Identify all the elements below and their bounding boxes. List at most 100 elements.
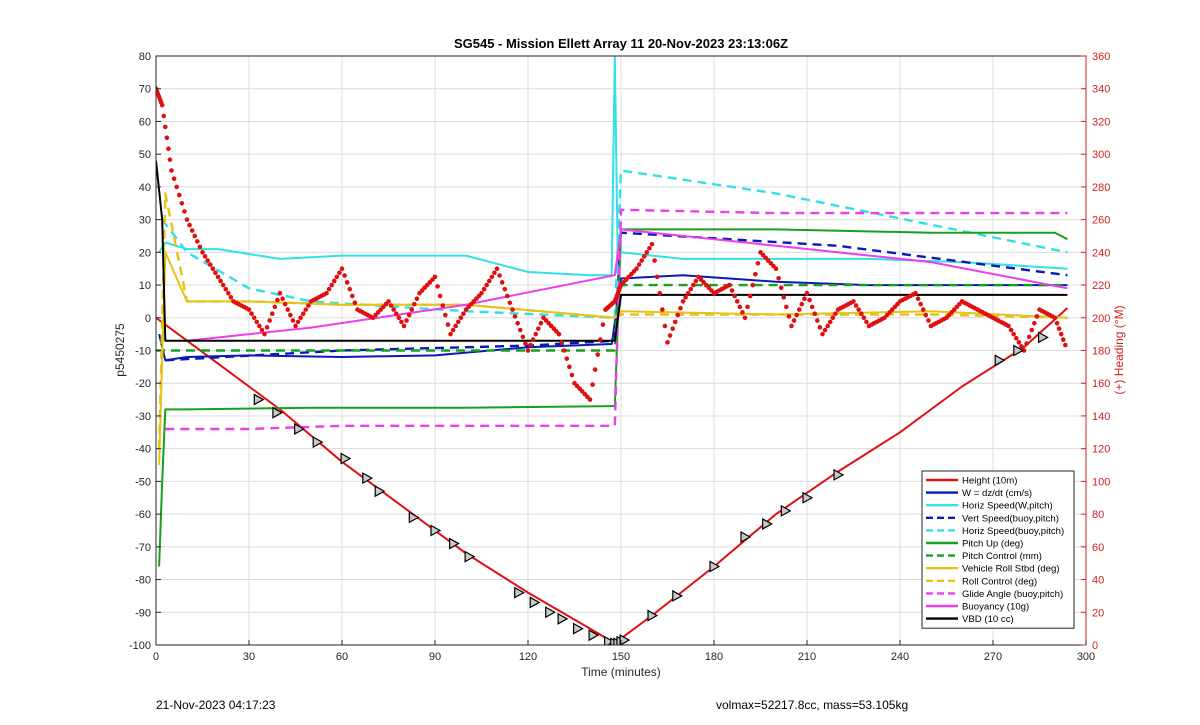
- right-tick-label: 320: [1092, 116, 1110, 128]
- legend-label-buoyancy-10g: Buoyancy (10g): [962, 602, 1029, 613]
- legend-label-vehicle-roll-stbd-deg: Vehicle Roll Stbd (deg): [962, 564, 1060, 575]
- heading-point: [339, 266, 345, 271]
- heading-point: [386, 299, 391, 304]
- heading-point: [822, 327, 828, 333]
- heading-point: [450, 327, 456, 333]
- heading-point: [257, 323, 262, 329]
- heading-point: [799, 301, 805, 307]
- heading-point: [409, 307, 415, 312]
- heading-point: [569, 372, 575, 378]
- heading-point: [517, 327, 523, 333]
- heading-point: [220, 282, 226, 288]
- left-tick-label: -30: [135, 411, 151, 423]
- heading-point: [414, 296, 420, 301]
- heading-point: [1029, 327, 1035, 333]
- series-w-dz-dt-cm-s: [158, 274, 1068, 362]
- legend-label-w-dz-dt-cm-s: W = dz/dt (cm/s): [962, 488, 1032, 499]
- heading-point: [448, 331, 453, 337]
- heading-point: [1032, 320, 1037, 326]
- heading-point: [352, 300, 358, 306]
- bottom-tick-label: 210: [798, 651, 816, 663]
- height-marker: [1013, 344, 1025, 357]
- heading-point: [502, 286, 508, 292]
- heading-point: [693, 278, 699, 284]
- legend-box: [921, 470, 1075, 629]
- heading-point: [600, 322, 606, 327]
- heading-point: [1008, 327, 1014, 333]
- series-roll-control-deg: [157, 192, 1068, 449]
- heading-point: [781, 295, 787, 300]
- heading-point: [688, 286, 694, 292]
- legend-label-pitch-control-mm: Pitch Control (mm): [962, 551, 1042, 562]
- heading-point: [634, 266, 639, 271]
- heading-point: [164, 135, 170, 141]
- series-layer: [156, 56, 1069, 645]
- heading-point: [176, 192, 182, 198]
- legend-label-pitch-up-deg: Pitch Up (deg): [962, 539, 1023, 550]
- right-axis-label: (+) Heading (°M): [1112, 305, 1126, 394]
- heading-point: [499, 280, 505, 285]
- heading-point: [1024, 341, 1029, 346]
- heading-point: [272, 304, 278, 310]
- heading-point: [293, 323, 298, 329]
- heading-point: [1019, 344, 1024, 349]
- heading-point: [329, 282, 334, 288]
- heading-point: [815, 318, 820, 323]
- heading-point: [1026, 334, 1032, 340]
- heading-point: [197, 244, 203, 250]
- heading-point: [412, 301, 417, 307]
- height-marker: [464, 550, 476, 563]
- heading-point: [174, 184, 179, 190]
- heading-point: [598, 337, 603, 342]
- right-tick-label: 160: [1092, 378, 1110, 390]
- heading-point: [213, 270, 218, 276]
- heading-point: [536, 326, 541, 331]
- bottom-tick-label: 0: [153, 651, 159, 663]
- heading-point: [1034, 314, 1040, 319]
- heading-point: [510, 307, 515, 312]
- heading-point: [523, 341, 528, 346]
- heading-point: [791, 318, 797, 323]
- heading-point: [342, 273, 347, 278]
- height-marker: [253, 393, 265, 406]
- right-tick-label: 240: [1092, 247, 1110, 259]
- heading-point: [734, 299, 740, 304]
- heading-point: [670, 326, 675, 331]
- heading-point: [641, 254, 647, 259]
- right-tick-label: 220: [1092, 280, 1110, 292]
- right-tick-label: 0: [1092, 640, 1098, 652]
- heading-point: [210, 266, 216, 271]
- heading-point: [192, 233, 198, 239]
- height-marker: [312, 436, 324, 449]
- bottom-tick-label: 300: [1077, 651, 1095, 663]
- heading-point: [660, 307, 665, 312]
- series-pitch-up-deg: [158, 228, 1068, 567]
- height-marker: [573, 622, 584, 635]
- heading-point: [262, 331, 267, 337]
- heading-point: [326, 286, 332, 292]
- right-axis: 0 20 40 60 80 100 120 140 160 180 200 220 240 260 280 3…: [1081, 51, 1110, 652]
- right-tick-label: 200: [1092, 313, 1110, 325]
- bottom-tick-label: 240: [891, 651, 909, 663]
- heading-point: [306, 303, 311, 308]
- heading-point: [337, 270, 342, 276]
- heading-point: [654, 274, 660, 280]
- left-tick-label: 60: [139, 116, 151, 128]
- height-marker: [557, 612, 569, 625]
- heading-point: [861, 315, 867, 321]
- heading-point: [678, 305, 683, 311]
- heading-point: [1052, 315, 1058, 321]
- heading-point: [484, 282, 489, 288]
- heading-point: [804, 290, 810, 296]
- heading-point: [747, 293, 753, 299]
- heading-point: [525, 348, 531, 353]
- heading-point: [853, 303, 859, 308]
- right-tick-label: 60: [1092, 542, 1104, 554]
- heading-point: [817, 325, 823, 330]
- left-tick-label: -50: [135, 476, 151, 488]
- heading-point: [391, 307, 396, 312]
- right-tick-label: 20: [1092, 607, 1104, 619]
- heading-point: [802, 296, 807, 301]
- heading-point: [399, 319, 404, 325]
- heading-point: [435, 284, 440, 289]
